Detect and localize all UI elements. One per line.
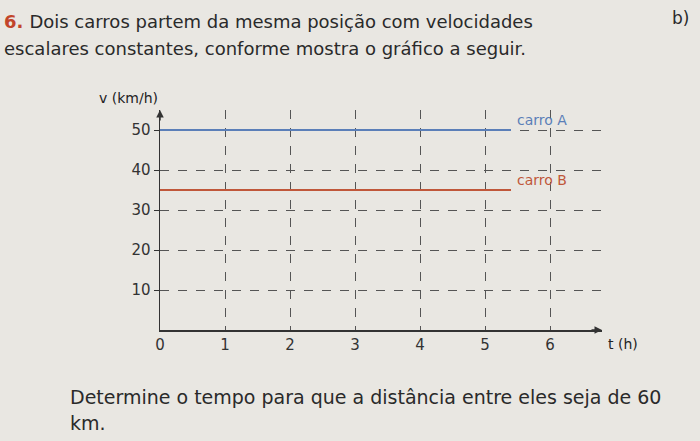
svg-text:6: 6 — [545, 336, 555, 354]
svg-text:20: 20 — [131, 241, 150, 259]
svg-text:3: 3 — [350, 336, 360, 354]
svg-text:2: 2 — [285, 336, 295, 354]
svg-text:1: 1 — [220, 336, 230, 354]
svg-text:50: 50 — [131, 121, 150, 139]
svg-text:40: 40 — [131, 161, 150, 179]
svg-text:t (h): t (h) — [608, 336, 638, 352]
html-text:b): b) — [672, 8, 690, 28]
svg-text:30: 30 — [131, 201, 150, 219]
html-text:6. Dois carros partem da mesma: 6. Dois carros partem da mesma posição c… — [4, 11, 533, 59]
svg-text:4: 4 — [415, 336, 425, 354]
svg-text:carro B: carro B — [517, 172, 567, 188]
html-text:Determine o tempo para que a d: Determine o tempo para que a distância e… — [70, 386, 662, 434]
svg-text:carro A: carro A — [517, 112, 567, 128]
svg-text:5: 5 — [480, 336, 490, 354]
svg-text:v (km/h): v (km/h) — [99, 90, 158, 106]
svg-text:10: 10 — [131, 281, 150, 299]
svg-text:0: 0 — [155, 336, 165, 354]
